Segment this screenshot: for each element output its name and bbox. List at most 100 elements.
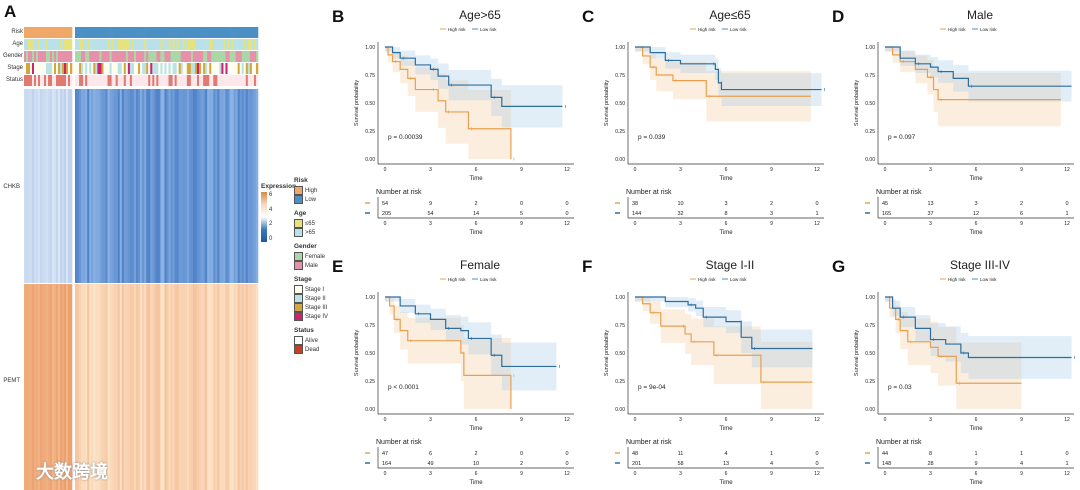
age-cell [237,39,240,50]
gender-cell [186,51,190,62]
pemt-cell [68,284,71,490]
age-cell [148,39,151,50]
age-cell [48,39,51,50]
age-cell [199,39,202,50]
gender-cell [79,51,82,62]
km-plot: B Age>65 High risk Low risk 0.00 0.25 0.50 0.75… [332,7,574,236]
risk-x-tick-label: 12 [814,221,820,227]
risk-cell [138,27,141,38]
age-cell [241,39,245,50]
chkb-cell [221,89,224,283]
risk-cell [142,27,145,38]
risk-cell [192,27,196,38]
gender-cell [178,51,182,62]
chart-title: Stage I-II [706,258,755,272]
status-cell [245,75,249,86]
status-cell [241,75,245,86]
stage-cell [229,63,232,74]
risk-cell [197,27,200,38]
risk-cell [227,27,230,38]
stage-cell [225,63,228,74]
chkb-cell [101,89,104,283]
gender-cell [176,51,179,62]
chkb-cell [251,89,255,283]
chkb-cell [197,89,200,283]
age-cell [113,39,116,50]
risk-x-axis-label: Time [469,480,483,486]
gender-cell [233,51,236,62]
stage-cell [203,63,206,74]
gender-cell [209,51,212,62]
age-cell [215,39,218,50]
p-value: p = 0.097 [888,134,916,141]
stage-cell [235,63,238,74]
chkb-cell [113,89,116,283]
risk-cell [46,27,49,38]
chkb-cell [107,89,110,283]
colorbar-tick: 4 [269,206,273,213]
row-label-risk: Risk [11,29,23,35]
age-cell [38,39,41,50]
pemt-cell [48,284,51,490]
chkb-cell [227,89,230,283]
age-cell [133,39,137,50]
risk-count-low: 4 [1020,461,1023,467]
age-cell [109,39,112,50]
risk-cell [129,27,133,38]
chkb-cell [129,89,133,283]
risk-cell [209,27,212,38]
age-cell [223,39,226,50]
stage-cell [54,63,57,74]
stage-cell [119,63,123,74]
risk-cell [91,27,94,38]
km-panel-f: F Stage I-II High risk Low risk 0.00 0.25 0.50… [580,250,830,490]
km-panel-d: D Male High risk Low risk 0.00 0.25 0.50 0.75 1.… [830,0,1080,245]
age-cell [68,39,71,50]
pemt-cell [207,284,210,490]
stage-cell [152,63,155,74]
stage-cell [97,63,100,74]
risk-cell [152,27,155,38]
status-cell [213,75,216,86]
pemt-cell [97,284,100,490]
age-cell [36,39,39,50]
age-cell [42,39,45,50]
risk-cell [251,27,255,38]
confidence-band [385,297,511,409]
y-tick-label: 0.25 [615,129,625,135]
status-cell [205,75,208,86]
legend-label: >65 [305,229,316,236]
gender-cell [30,51,33,62]
gender-cell [34,51,37,62]
annotation-legend: Risk High Low Age ≤65 >65 Gender Female Male Stag… [294,177,328,354]
age-cell [79,39,82,50]
risk-cell [190,27,194,38]
risk-x-tick-label: 0 [634,221,637,227]
age-cell [209,39,212,50]
risk-cell [205,27,208,38]
chkb-cell [192,89,196,283]
legend-label: Low [305,196,317,203]
pemt-cell [194,284,198,490]
confidence-band [385,47,511,159]
age-cell [142,39,145,50]
status-cell [233,75,236,86]
age-cell [140,39,143,50]
age-cell [172,39,175,50]
pemt-cell [111,284,114,490]
status-cell [166,75,169,86]
age-cell [205,39,208,50]
chkb-cell [158,89,161,283]
stage-cell [131,63,135,74]
gender-cell [170,51,173,62]
status-cell [75,75,78,86]
km-plot: F Stage I-II High risk Low risk 0.00 0.25 0.50… [582,257,824,486]
x-tick-label: 9 [770,417,773,423]
legend-label: Stage I [305,286,325,293]
legend-high-label: High risk [448,277,466,282]
gender-cell [201,51,204,62]
status-cell [109,75,112,86]
survival-curve-low-risk [635,46,822,91]
gender-cell [64,51,67,62]
stage-cell [194,63,198,74]
